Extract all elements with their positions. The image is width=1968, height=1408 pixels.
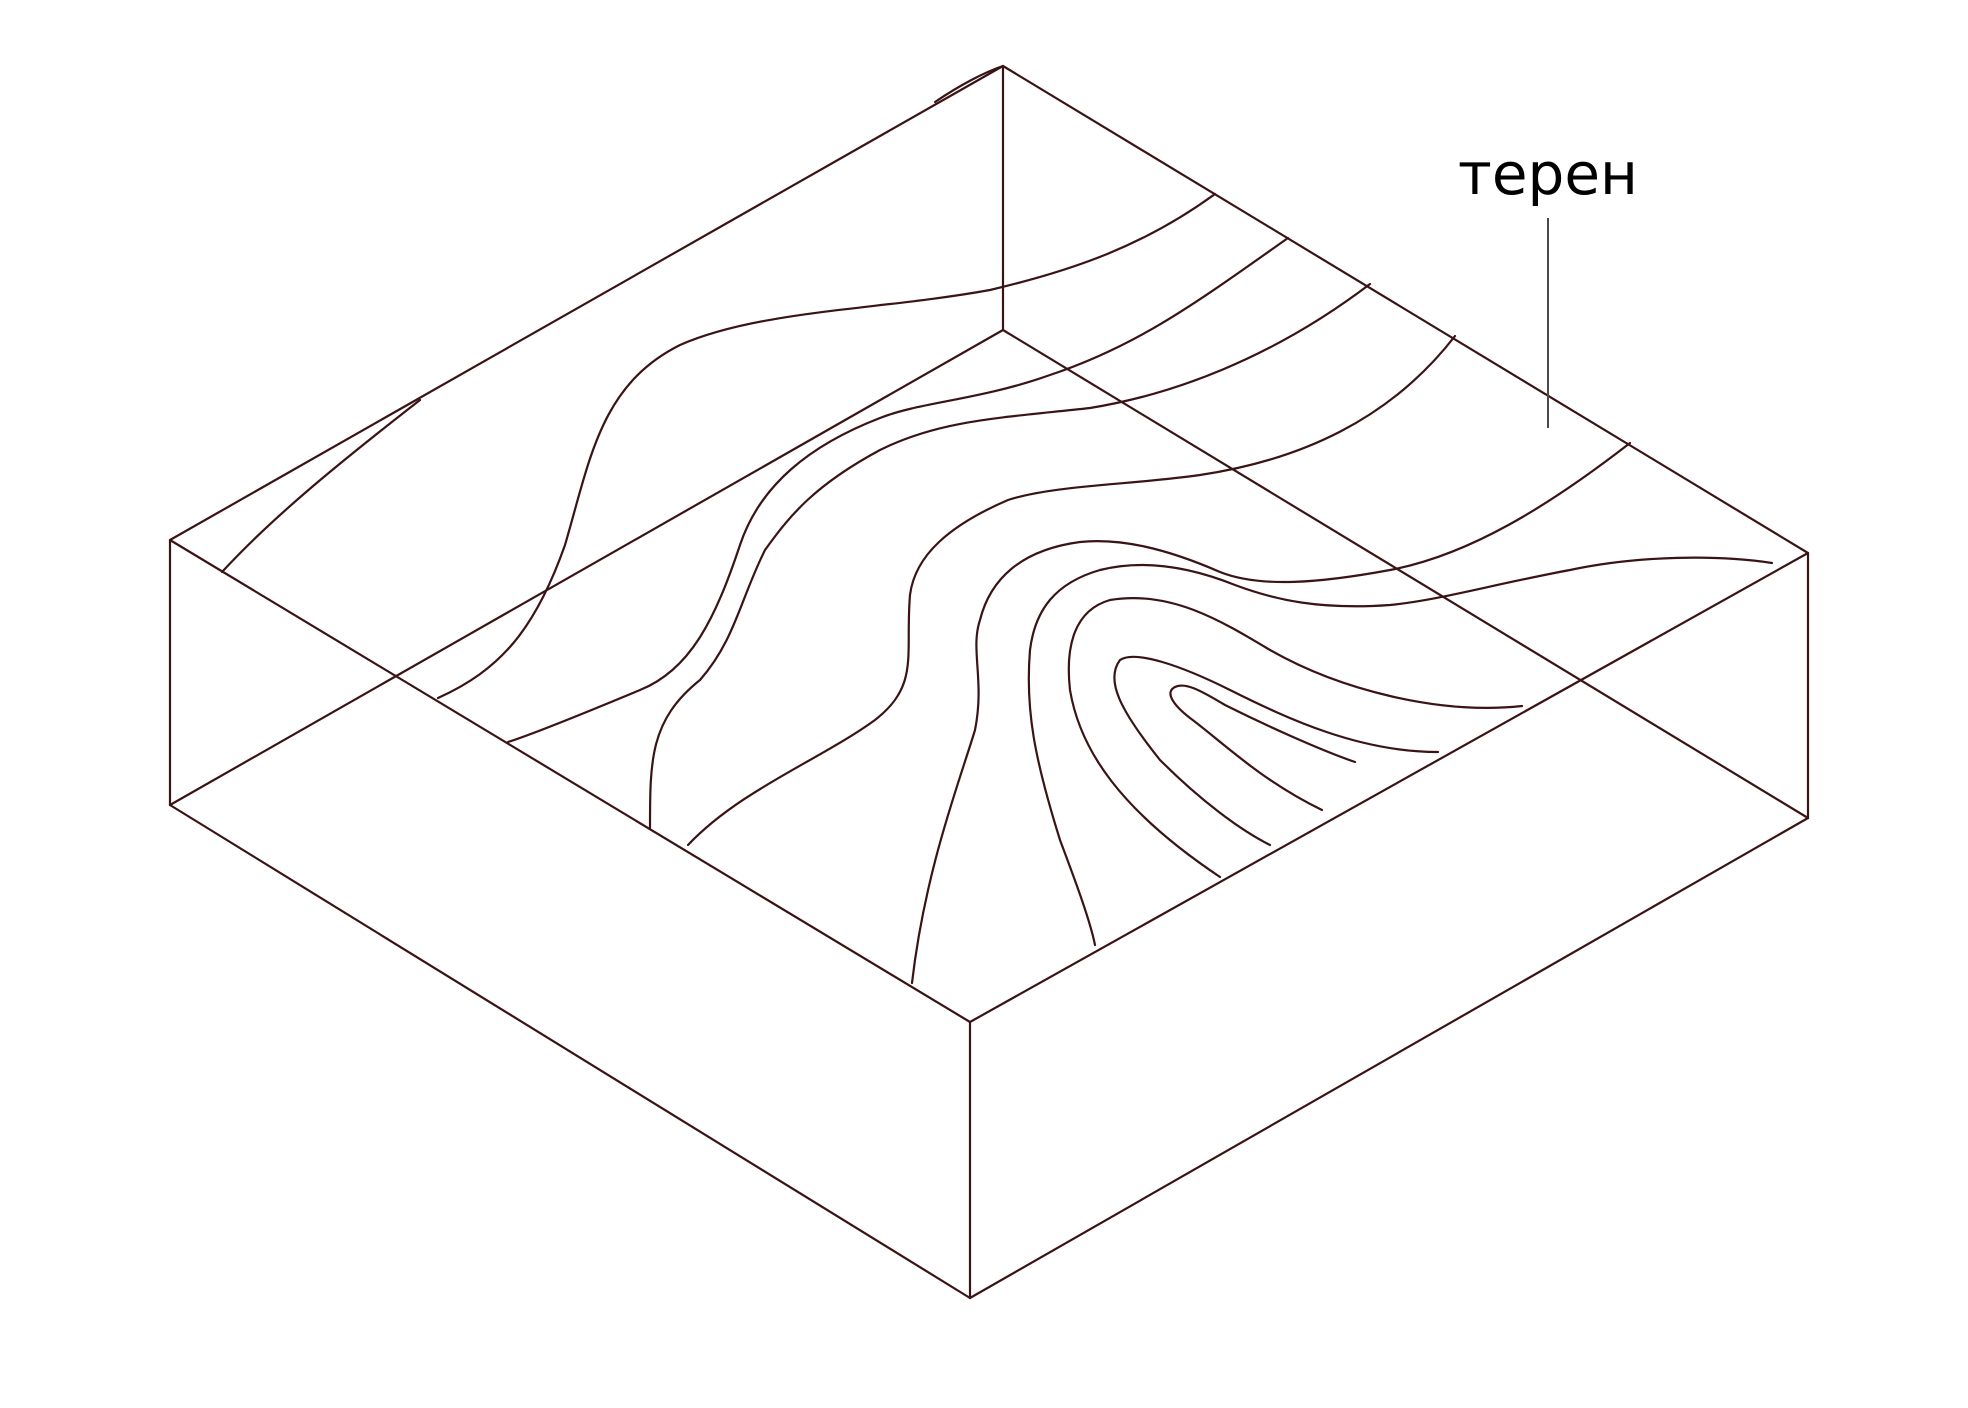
hidden-edge-left	[168, 328, 1005, 807]
bottom-left-edge	[168, 803, 972, 1300]
contour-line	[436, 192, 1217, 700]
bottom-right-edge	[968, 816, 1810, 1300]
contour-line	[686, 334, 1457, 847]
contour-line	[1169, 684, 1357, 812]
contour-line	[910, 441, 1632, 985]
top-face-outline	[168, 64, 1810, 1024]
terrain-label: терен	[1458, 140, 1638, 208]
terrain-label-group: терен	[1458, 140, 1638, 428]
contour-line	[1113, 655, 1440, 847]
contour-line	[648, 282, 1372, 830]
contour-line	[933, 64, 1005, 104]
contour-line	[506, 236, 1290, 744]
contour-lines	[220, 64, 1774, 985]
contour-line	[1067, 596, 1524, 879]
contour-line	[220, 398, 422, 574]
contour-line	[1027, 556, 1774, 947]
block-outline	[168, 64, 1810, 1300]
hidden-edge-right	[1001, 328, 1810, 820]
